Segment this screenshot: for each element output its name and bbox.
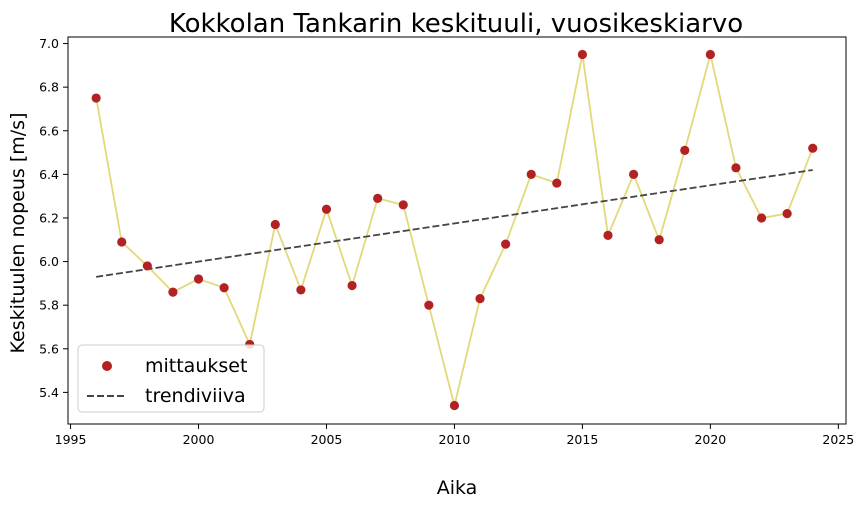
data-point <box>424 300 434 310</box>
data-point <box>321 204 332 214</box>
legend-label-mittaukset: mittaukset <box>145 355 247 377</box>
data-point <box>168 287 178 297</box>
data-point <box>373 193 383 203</box>
legend-label-trendiviiva: trendiviiva <box>145 385 246 407</box>
data-point <box>628 169 639 179</box>
data-point <box>219 283 229 293</box>
data-point <box>475 294 485 304</box>
data-point <box>782 209 792 219</box>
data-point <box>756 213 767 223</box>
x-tick-label: 2010 <box>439 432 471 447</box>
y-tick-label: 6.4 <box>39 167 59 182</box>
y-tick-label: 6.0 <box>39 254 59 269</box>
y-tick-label: 6.6 <box>39 123 59 138</box>
y-tick-label: 6.8 <box>39 80 59 95</box>
data-point <box>117 237 127 247</box>
x-tick-label: 1995 <box>55 432 87 447</box>
x-tick-label: 2005 <box>311 432 343 447</box>
y-tick-label: 5.6 <box>39 341 59 356</box>
data-point <box>501 239 511 249</box>
chart-title: Kokkolan Tankarin keskituuli, vuosikeski… <box>169 9 743 39</box>
data-point <box>91 93 101 103</box>
data-point <box>449 400 460 411</box>
y-axis: 5.4 5.6 5.8 6.0 6.2 6.4 6.6 6.8 7.0 <box>39 36 68 400</box>
data-point <box>654 235 664 245</box>
y-tick-label: 7.0 <box>39 36 59 51</box>
data-point <box>705 49 715 60</box>
data-point <box>270 219 280 230</box>
x-axis-label: Aika <box>437 477 478 499</box>
data-point <box>603 230 613 241</box>
legend: mittaukset trendiviiva <box>77 344 265 413</box>
y-axis-label: Keskituulen nopeus [m/s] <box>7 113 29 354</box>
data-point <box>347 280 357 291</box>
data-point <box>808 143 818 153</box>
legend-box <box>77 344 265 413</box>
data-point <box>731 163 741 173</box>
y-tick-label: 6.2 <box>39 210 59 225</box>
trend-line <box>96 169 813 278</box>
plot-frame <box>67 36 847 425</box>
data-point <box>398 200 408 210</box>
data-point <box>142 261 152 271</box>
data-point <box>552 178 562 188</box>
x-tick-label: 2000 <box>183 432 215 447</box>
data-point <box>296 285 306 295</box>
x-tick-label: 2020 <box>694 432 726 447</box>
x-tick-label: 2015 <box>566 432 598 447</box>
data-point <box>526 169 536 179</box>
legend-marker-mittaukset <box>102 361 112 371</box>
data-point <box>193 274 204 284</box>
y-tick-label: 5.8 <box>39 298 59 313</box>
x-axis: 1995 2000 2005 2010 2015 2020 2025 <box>55 424 854 447</box>
x-tick-label: 2025 <box>822 432 854 447</box>
y-tick-label: 5.4 <box>39 385 59 400</box>
plot-content <box>91 49 818 411</box>
data-point <box>680 145 690 155</box>
data-point <box>577 49 588 60</box>
